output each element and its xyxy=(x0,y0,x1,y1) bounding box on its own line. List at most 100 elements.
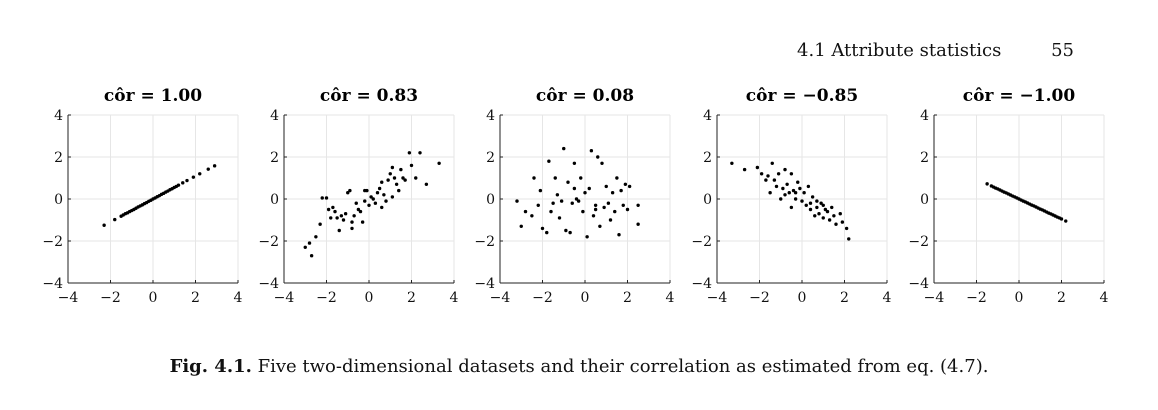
data-point xyxy=(206,167,210,171)
data-point xyxy=(373,201,378,205)
y-tick-label: −2 xyxy=(258,234,279,250)
y-tick-label: 0 xyxy=(920,192,929,208)
x-tick-label: −4 xyxy=(490,290,511,306)
y-tick-label: 4 xyxy=(920,108,929,124)
data-point xyxy=(538,188,543,193)
data-point xyxy=(369,195,373,199)
data-point xyxy=(827,218,832,222)
data-point xyxy=(781,186,785,191)
data-point xyxy=(318,222,322,226)
data-point xyxy=(615,176,619,180)
y-tick-label: 4 xyxy=(270,108,279,124)
panel-title: côr = 1.00 xyxy=(104,86,202,106)
data-point xyxy=(386,178,390,182)
data-point xyxy=(768,191,772,195)
data-point xyxy=(557,216,562,220)
data-point xyxy=(307,241,312,245)
y-tick-label: −4 xyxy=(908,276,929,292)
data-point xyxy=(371,197,375,201)
data-point xyxy=(806,184,811,189)
data-point xyxy=(591,214,596,218)
data-point xyxy=(397,188,401,193)
data-point xyxy=(815,199,819,203)
data-point xyxy=(793,191,798,195)
panel-title: côr = −1.00 xyxy=(963,86,1076,106)
scatter-panel: côr = −1.00 −4 −2 0 2 4 −4 −2 0 2 4 xyxy=(908,86,1108,306)
data-point xyxy=(532,176,536,180)
data-point xyxy=(985,182,989,186)
x-tick-label: 4 xyxy=(450,290,459,306)
data-point xyxy=(547,159,551,163)
y-tick-label: −2 xyxy=(474,234,495,250)
data-point xyxy=(755,165,760,170)
data-point xyxy=(568,230,572,235)
data-point xyxy=(593,203,598,207)
data-point xyxy=(337,228,341,233)
data-point xyxy=(840,220,845,224)
data-point xyxy=(847,237,851,241)
data-point xyxy=(796,180,800,184)
x-tick-label: 4 xyxy=(883,290,892,306)
scatter-panel: côr = −0.85 −4 −2 0 2 4 −4 −2 0 2 4 xyxy=(691,86,891,306)
data-point xyxy=(414,176,418,180)
data-point xyxy=(834,222,838,226)
scatter-panel: côr = 0.08 −4 −2 0 2 4 −4 −2 0 2 4 xyxy=(474,86,674,306)
data-point xyxy=(559,199,564,203)
data-point xyxy=(572,161,577,165)
data-point xyxy=(303,245,307,249)
data-point xyxy=(802,191,806,195)
data-point xyxy=(375,191,380,195)
x-tick-label: −2 xyxy=(316,290,337,306)
data-point xyxy=(600,161,604,165)
y-tick-label: 0 xyxy=(270,192,279,208)
x-tick-label: 2 xyxy=(840,290,849,306)
data-point xyxy=(350,220,354,224)
data-point xyxy=(212,164,217,168)
data-point xyxy=(589,149,594,153)
data-point xyxy=(523,209,528,214)
data-point xyxy=(198,172,202,176)
data-point xyxy=(551,201,555,205)
data-point xyxy=(587,186,591,191)
data-point xyxy=(832,214,836,218)
data-point xyxy=(324,196,329,200)
x-tick-label: 0 xyxy=(149,290,158,306)
data-point xyxy=(343,212,348,216)
data-point xyxy=(553,176,557,180)
y-tick-label: 4 xyxy=(703,108,712,124)
x-tick-label: 0 xyxy=(1015,290,1024,306)
y-tick-label: −2 xyxy=(908,234,929,250)
caption-text: Five two-dimensional datasets and their … xyxy=(251,356,989,377)
data-point xyxy=(380,205,384,210)
data-point xyxy=(333,209,337,214)
data-point xyxy=(566,180,570,184)
x-tick-label: 4 xyxy=(234,290,243,306)
x-tick-label: 2 xyxy=(1057,290,1066,306)
data-point xyxy=(787,191,791,195)
data-point xyxy=(830,205,834,210)
figure: côr = 1.00 −4 −2 0 2 4 −4 −2 0 2 4 côr = 0.83 −4 −2 0 2… xyxy=(0,80,1158,310)
y-tick-label: 4 xyxy=(54,108,63,124)
data-point xyxy=(730,161,734,165)
data-point xyxy=(545,230,549,235)
data-point xyxy=(540,226,545,231)
data-point xyxy=(329,216,333,220)
data-point xyxy=(403,178,407,182)
data-point xyxy=(360,220,365,224)
data-point xyxy=(838,212,842,216)
data-point xyxy=(339,214,344,218)
data-point xyxy=(791,188,796,193)
data-point xyxy=(770,161,774,165)
data-point xyxy=(825,209,830,214)
data-point xyxy=(821,216,825,220)
data-point xyxy=(418,151,422,155)
data-point xyxy=(350,226,354,231)
data-point xyxy=(813,214,817,218)
data-point xyxy=(320,196,324,200)
data-point xyxy=(363,188,367,193)
data-point xyxy=(793,197,798,201)
data-point xyxy=(377,186,382,191)
data-point xyxy=(519,224,523,228)
data-point xyxy=(1064,219,1068,223)
y-tick-label: 2 xyxy=(703,150,712,166)
